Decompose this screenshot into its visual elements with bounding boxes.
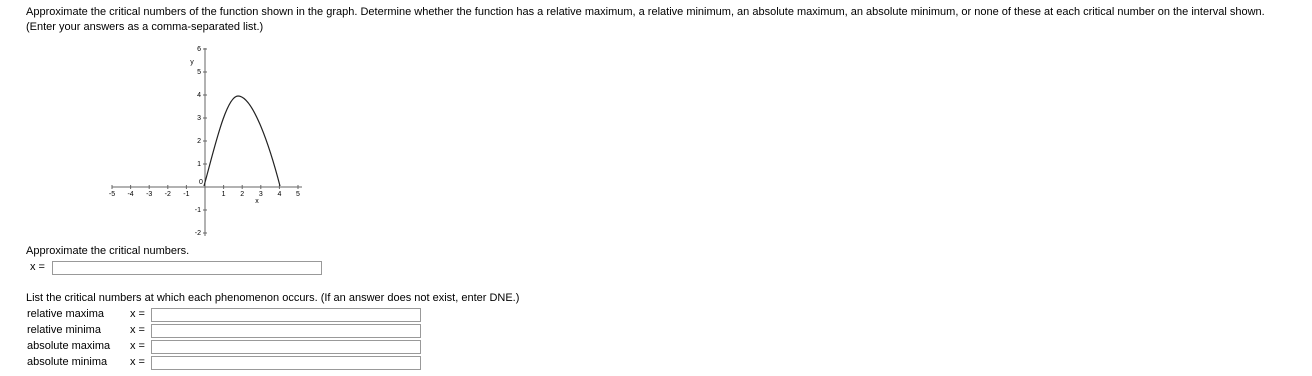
- answer-input[interactable]: [151, 340, 421, 354]
- x-tick-label: -5: [109, 191, 115, 198]
- y-axis-label: y: [190, 59, 194, 66]
- row-label: absolute minima: [27, 356, 108, 368]
- x-tick-label: 3: [259, 191, 263, 198]
- answer-input[interactable]: [151, 308, 421, 322]
- x-tick-label: 5: [296, 191, 300, 198]
- graph: 0 x y -5 -4 -3 -2 -1 1 2 3 4 5 -2 -1 1 2 3 4 5 6: [109, 46, 302, 237]
- prompt: Approximate the critical numbers.: [26, 245, 190, 257]
- question: Approximate the critical numbers of the …: [26, 6, 1265, 33]
- x-tick-label: -4: [127, 191, 133, 198]
- row-label: relative maxima: [27, 308, 105, 320]
- y-tick-label: 6: [197, 46, 201, 53]
- answer-input[interactable]: [52, 261, 322, 275]
- x-tick-label: -3: [146, 191, 152, 198]
- answer-input[interactable]: [151, 356, 421, 370]
- x-label: x =: [30, 261, 45, 273]
- curve: [203, 95, 281, 187]
- x-tick-label: 4: [277, 191, 281, 198]
- row-label: relative minima: [27, 324, 101, 336]
- x-axis-label: x: [255, 198, 259, 205]
- y-tick-label: 5: [197, 69, 201, 76]
- y-tick-label: 1: [197, 161, 201, 168]
- x-label: x =: [130, 324, 145, 336]
- y-tick-label: -1: [195, 207, 201, 214]
- x-tick-label: -1: [183, 191, 189, 198]
- x-tick-label: 1: [222, 191, 226, 198]
- x-label: x =: [130, 308, 145, 320]
- x-label: x =: [130, 340, 145, 352]
- y-tick-label: 4: [197, 92, 201, 99]
- row-label: absolute maxima: [27, 340, 111, 352]
- prompt: List the critical numbers at which each …: [26, 292, 520, 304]
- x-tick-label: 2: [240, 191, 244, 198]
- y-tick-label: -2: [195, 230, 201, 237]
- y-tick-label: 3: [197, 115, 201, 122]
- x-label: x =: [130, 356, 145, 368]
- x-tick-label: -2: [165, 191, 171, 198]
- answer-input[interactable]: [151, 324, 421, 338]
- origin-label: 0: [199, 179, 203, 186]
- y-tick-label: 2: [197, 138, 201, 145]
